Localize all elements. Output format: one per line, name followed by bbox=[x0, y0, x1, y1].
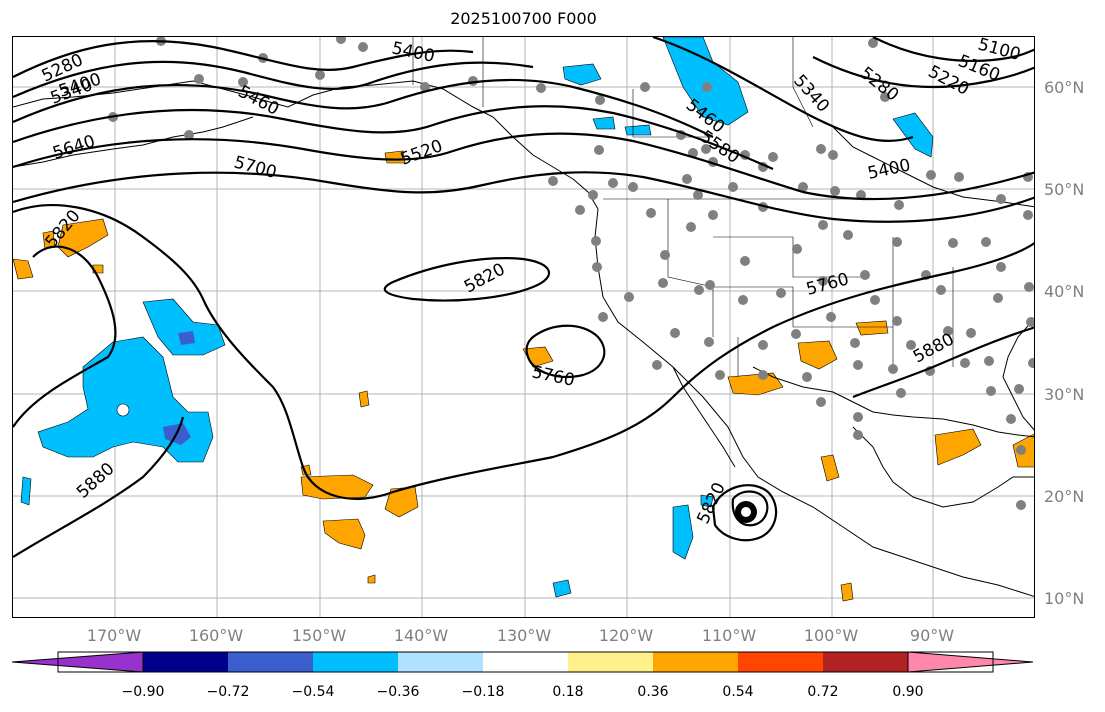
map-panel: 5280 5340 5400 5400 5460 5520 5640 5700 … bbox=[12, 36, 1035, 618]
contour-label-5820-center: 5820 bbox=[461, 259, 509, 297]
colorbar-tick-neg072: −0.72 bbox=[206, 684, 250, 700]
lon-label-140w: 140°W bbox=[393, 626, 449, 645]
colorbar-tick-neg036: −0.36 bbox=[376, 684, 420, 700]
lon-label-100w: 100°W bbox=[803, 626, 859, 645]
lat-label-10n: 10°N bbox=[1044, 589, 1085, 608]
lon-label-150w: 150°W bbox=[291, 626, 347, 645]
station-dots bbox=[108, 37, 1034, 510]
colorbar-segment bbox=[143, 652, 229, 672]
contour-label-5640: 5640 bbox=[50, 131, 97, 163]
colorbar-segment bbox=[483, 652, 569, 672]
contour-label-5820-south: 5820 bbox=[693, 479, 729, 527]
colorbar-tick-neg090: −0.90 bbox=[121, 684, 165, 700]
contour-label-5340-east: 5340 bbox=[789, 71, 833, 117]
colorbar-segment bbox=[313, 652, 399, 672]
colorbar-tick-090: 0.90 bbox=[892, 684, 924, 700]
colorbar-extend-high bbox=[907, 651, 1034, 673]
colorbar-segment bbox=[398, 652, 484, 672]
colorbar-segment bbox=[823, 652, 909, 672]
colorbar-segment bbox=[653, 652, 739, 672]
colorbar-tick-054: 0.54 bbox=[722, 684, 754, 700]
lon-label-110w: 110°W bbox=[701, 626, 757, 645]
colorbar bbox=[11, 651, 1034, 673]
colorbar-tick-018: 0.18 bbox=[552, 684, 584, 700]
contour-label-5760-center: 5760 bbox=[530, 362, 576, 391]
colorbar-extend-low bbox=[12, 652, 143, 672]
contour-label-5400-north: 5400 bbox=[390, 38, 436, 67]
lon-label-170w: 170°W bbox=[86, 626, 142, 645]
lon-label-120w: 120°W bbox=[598, 626, 654, 645]
coastlines bbox=[13, 80, 1034, 597]
colorbar-tick-036: 0.36 bbox=[637, 684, 669, 700]
contour-label-5400-east: 5400 bbox=[866, 155, 912, 184]
contour-label-5700: 5700 bbox=[232, 153, 279, 184]
lon-label-160w: 160°W bbox=[188, 626, 244, 645]
lat-label-30n: 30°N bbox=[1044, 385, 1085, 404]
map-canvas: 5280 5340 5400 5400 5460 5520 5640 5700 … bbox=[13, 37, 1034, 617]
lon-label-130w: 130°W bbox=[496, 626, 552, 645]
colorbar-extend-low-outline bbox=[11, 651, 144, 673]
map-title: 2025100700 F000 bbox=[450, 9, 597, 28]
height-contours bbox=[13, 37, 1034, 558]
contour-label-5280-east: 5280 bbox=[856, 63, 902, 105]
colorbar-tick-neg018: −0.18 bbox=[461, 684, 505, 700]
colorbar-tick-neg054: −0.54 bbox=[291, 684, 335, 700]
lat-label-20n: 20°N bbox=[1044, 487, 1085, 506]
lat-label-50n: 50°N bbox=[1044, 180, 1085, 199]
colorbar-segment bbox=[228, 652, 314, 672]
colorbar-segment bbox=[738, 652, 824, 672]
contour-label-5760-east: 5760 bbox=[804, 269, 851, 300]
lat-label-60n: 60°N bbox=[1044, 78, 1085, 97]
lat-label-40n: 40°N bbox=[1044, 282, 1085, 301]
lon-label-90w: 90°W bbox=[909, 626, 955, 645]
colorbar-segment bbox=[568, 652, 654, 672]
colorbar-tick-072: 0.72 bbox=[807, 684, 839, 700]
contour-label-5880-east: 5880 bbox=[910, 329, 958, 367]
